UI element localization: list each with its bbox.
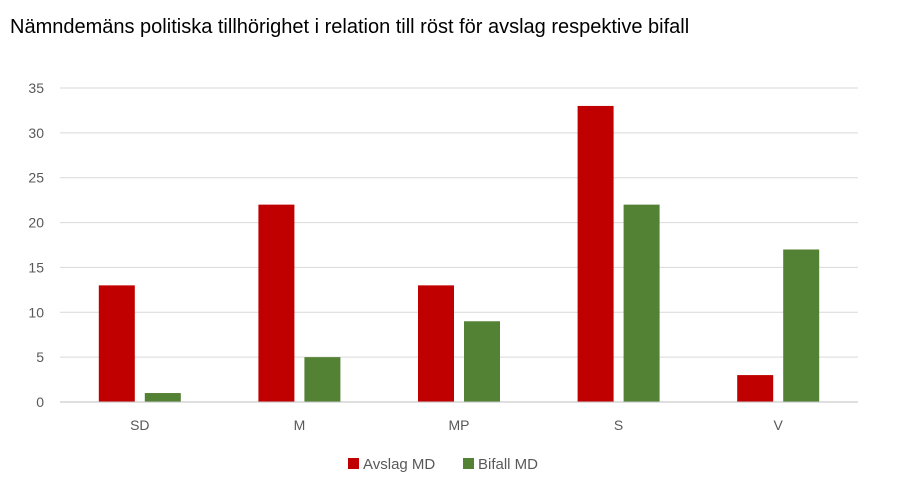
x-tick-label: MP xyxy=(449,417,470,433)
chart-title: Nämndemäns politiska tillhörighet i rela… xyxy=(10,16,690,38)
bar-mp-avslag xyxy=(418,285,454,402)
legend-swatch-avslag xyxy=(348,458,359,469)
y-axis-ticks: 0 5 10 15 20 25 30 35 xyxy=(28,80,44,410)
legend: Avslag MD Bifall MD xyxy=(348,456,538,473)
bar-m-avslag xyxy=(258,204,295,402)
bar-s-bifall xyxy=(623,204,660,402)
y-tick-label: 0 xyxy=(36,394,44,410)
y-tick-label: 20 xyxy=(28,215,44,231)
y-tick-label: 10 xyxy=(28,304,44,320)
x-tick-label: M xyxy=(294,417,306,433)
x-tick-label: V xyxy=(774,417,784,433)
y-tick-label: 25 xyxy=(28,170,44,186)
y-tick-label: 30 xyxy=(28,125,44,141)
bar-v-avslag xyxy=(737,375,774,402)
y-tick-label: 15 xyxy=(28,259,44,275)
x-axis-ticks: SD M MP S V xyxy=(60,401,858,433)
bar-mp-bifall xyxy=(464,321,500,402)
x-tick-label: SD xyxy=(130,417,149,433)
y-tick-label: 5 xyxy=(36,349,44,365)
bar-s-avslag xyxy=(577,105,614,402)
bar-sd-avslag xyxy=(98,285,135,402)
legend-label-bifall: Bifall MD xyxy=(478,456,538,473)
legend-label-avslag: Avslag MD xyxy=(363,456,435,473)
bars xyxy=(98,105,820,402)
gridlines xyxy=(60,87,858,403)
y-tick-label: 35 xyxy=(28,80,44,96)
legend-swatch-bifall xyxy=(463,458,474,469)
bar-sd-bifall xyxy=(144,393,181,402)
bar-m-bifall xyxy=(304,357,341,402)
bar-v-bifall xyxy=(783,249,820,402)
x-tick-label: S xyxy=(614,417,623,433)
